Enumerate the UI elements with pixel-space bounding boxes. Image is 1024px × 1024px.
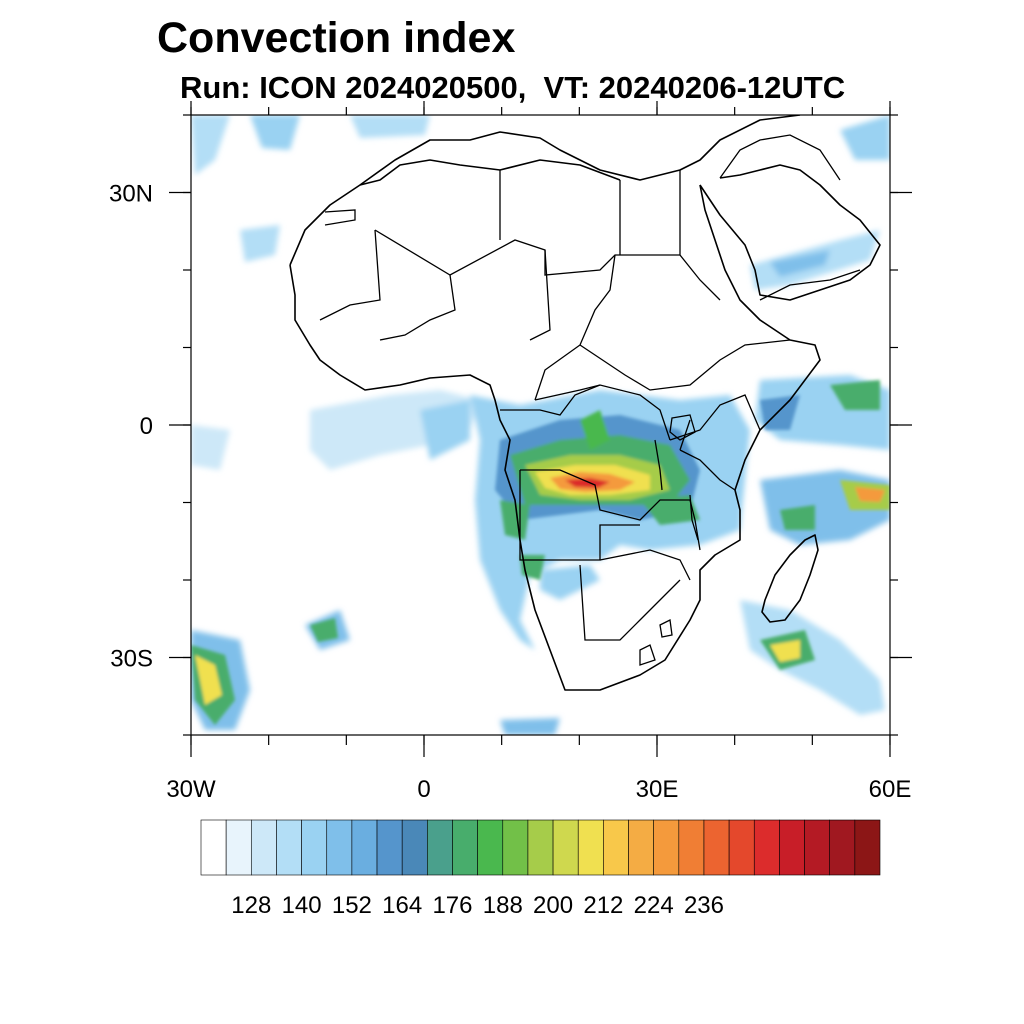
colorbar-label: 176 xyxy=(432,892,472,919)
colorbar-label: 140 xyxy=(282,892,322,919)
colorbar-label: 200 xyxy=(533,892,573,919)
colorbar-box xyxy=(401,819,428,876)
colorbar-box xyxy=(200,819,227,876)
colorbar-box xyxy=(753,819,780,876)
lon-tick-label: 0 xyxy=(417,776,430,803)
colorbar-label: 128 xyxy=(231,892,271,919)
colorbar-label: 188 xyxy=(483,892,523,919)
colorbar-box xyxy=(301,819,328,876)
lat-tick-label: 30N xyxy=(109,181,153,208)
colorbar-box xyxy=(376,819,403,876)
lat-tick-label: 0 xyxy=(140,413,153,440)
colorbar-box xyxy=(452,819,478,876)
colorbar-box xyxy=(502,819,529,876)
colorbar-box xyxy=(854,819,881,876)
colorbar-box xyxy=(728,819,755,876)
coastlines xyxy=(289,115,881,691)
lon-tick-label: 60E xyxy=(869,776,912,803)
colorbar-box xyxy=(250,819,277,876)
colorbar-box xyxy=(351,819,378,876)
colorbar-label: 236 xyxy=(684,892,724,919)
colorbar-label: 212 xyxy=(583,892,623,919)
colorbar-box xyxy=(603,819,629,876)
colorbar-box xyxy=(703,819,730,876)
colorbar-box xyxy=(276,819,302,876)
colorbar-box xyxy=(225,819,252,876)
colorbar-box xyxy=(678,819,705,876)
colorbar-box xyxy=(653,819,680,876)
colorbar-label: 152 xyxy=(332,892,372,919)
colorbar-label: 164 xyxy=(382,892,422,919)
lon-tick-label: 30W xyxy=(166,776,216,803)
axis-ticks: 30W 0 30E 60E 30N 0 30S xyxy=(109,101,912,803)
colorbar-box xyxy=(552,819,579,876)
map-panel: 30W 0 30E 60E 30N 0 30S xyxy=(109,101,912,803)
chart-title: Convection index xyxy=(157,14,516,62)
convection-field xyxy=(191,115,890,735)
colorbar: 128 140 152 164 176 188 200 212 224 236 xyxy=(200,819,881,919)
lat-tick-label: 30S xyxy=(110,646,153,673)
colorbar-box xyxy=(804,819,831,876)
colorbar-box xyxy=(577,819,604,876)
country-borders xyxy=(319,134,861,666)
colorbar-box xyxy=(527,819,554,876)
colorbar-box xyxy=(326,819,353,876)
colorbar-box xyxy=(427,819,453,876)
colorbar-box xyxy=(829,819,856,876)
lon-tick-label: 30E xyxy=(636,776,679,803)
colorbar-label: 224 xyxy=(634,892,674,919)
colorbar-box xyxy=(477,819,504,876)
lakes xyxy=(654,414,699,541)
colorbar-box xyxy=(628,819,654,876)
chart-subtitle: Run: ICON 2024020500, VT: 20240206-12UTC xyxy=(180,70,846,105)
colorbar-box xyxy=(779,819,805,876)
